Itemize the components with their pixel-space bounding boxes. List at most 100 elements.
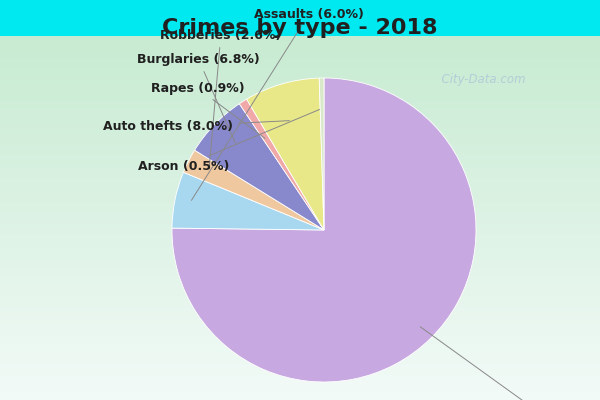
Bar — [0, 318, 600, 320]
Bar — [0, 78, 600, 80]
Bar — [0, 38, 600, 40]
Bar — [0, 70, 600, 72]
Bar — [0, 336, 600, 338]
Bar — [0, 123, 600, 125]
Bar — [0, 120, 600, 122]
Bar — [0, 338, 600, 340]
Bar — [0, 276, 600, 278]
Bar — [0, 311, 600, 313]
Bar — [0, 289, 600, 291]
Bar — [0, 360, 600, 362]
Bar — [0, 180, 600, 182]
Bar — [0, 333, 600, 334]
Bar — [0, 251, 600, 252]
Bar — [0, 165, 600, 167]
Bar — [0, 216, 600, 218]
Wedge shape — [172, 172, 324, 230]
Bar — [0, 247, 600, 249]
Bar — [0, 324, 600, 325]
Bar — [0, 287, 600, 289]
Bar — [0, 54, 600, 56]
Bar — [0, 271, 600, 273]
Bar — [0, 329, 600, 331]
Bar — [0, 214, 600, 216]
Bar — [0, 147, 600, 149]
Bar — [0, 87, 600, 89]
Bar — [0, 131, 600, 132]
Bar — [0, 184, 600, 185]
Bar — [0, 342, 600, 344]
Bar — [0, 305, 600, 307]
Bar — [0, 192, 600, 194]
Bar — [0, 225, 600, 227]
Bar — [0, 349, 600, 351]
Bar — [0, 387, 600, 389]
Bar — [0, 89, 600, 91]
Bar — [0, 313, 600, 314]
Bar — [0, 182, 600, 184]
Wedge shape — [319, 78, 324, 230]
Bar — [0, 264, 600, 265]
Bar — [0, 232, 600, 234]
Bar — [0, 52, 600, 54]
Bar — [0, 40, 600, 42]
Bar — [0, 207, 600, 209]
Bar — [0, 151, 600, 152]
Bar — [0, 393, 600, 394]
Bar — [0, 163, 600, 165]
Bar — [0, 91, 600, 92]
Bar — [0, 83, 600, 85]
Bar — [0, 331, 600, 333]
Bar — [0, 300, 600, 302]
Text: Burglaries (6.8%): Burglaries (6.8%) — [137, 53, 260, 143]
Bar — [0, 366, 600, 367]
Bar — [0, 167, 600, 169]
Bar — [0, 58, 600, 60]
Bar — [0, 373, 600, 374]
Bar — [0, 325, 600, 327]
Bar — [0, 160, 600, 162]
Bar — [0, 354, 600, 356]
Bar — [0, 185, 600, 187]
Bar — [0, 356, 600, 358]
Bar — [0, 111, 600, 112]
Bar — [0, 347, 600, 349]
Bar — [0, 302, 600, 304]
Bar — [0, 278, 600, 280]
Bar — [0, 314, 600, 316]
Bar — [0, 294, 600, 296]
Bar — [0, 196, 600, 198]
Bar — [0, 69, 600, 70]
Bar — [0, 98, 600, 100]
Wedge shape — [247, 78, 324, 230]
Bar — [0, 149, 600, 151]
Bar — [0, 103, 600, 105]
Bar — [0, 204, 600, 205]
Text: Robberies (2.6%): Robberies (2.6%) — [160, 29, 281, 168]
Bar — [0, 43, 600, 45]
Bar — [0, 158, 600, 160]
Bar — [0, 327, 600, 329]
Bar — [0, 74, 600, 76]
Bar — [0, 125, 600, 127]
Bar — [0, 353, 600, 354]
Bar — [0, 118, 600, 120]
Bar — [0, 169, 600, 171]
Text: Crimes by type - 2018: Crimes by type - 2018 — [162, 18, 438, 38]
Bar — [0, 291, 600, 293]
Bar — [0, 63, 600, 65]
Bar — [0, 284, 600, 285]
Bar — [0, 384, 600, 386]
Bar — [0, 245, 600, 247]
Bar — [0, 187, 600, 189]
Bar — [0, 398, 600, 400]
Bar — [0, 274, 600, 276]
Bar — [0, 249, 600, 251]
Bar — [0, 358, 600, 360]
Bar — [0, 282, 600, 284]
Bar — [0, 42, 600, 43]
Bar — [0, 178, 600, 180]
Bar — [0, 96, 600, 98]
Bar — [0, 389, 600, 391]
Bar — [0, 189, 600, 191]
